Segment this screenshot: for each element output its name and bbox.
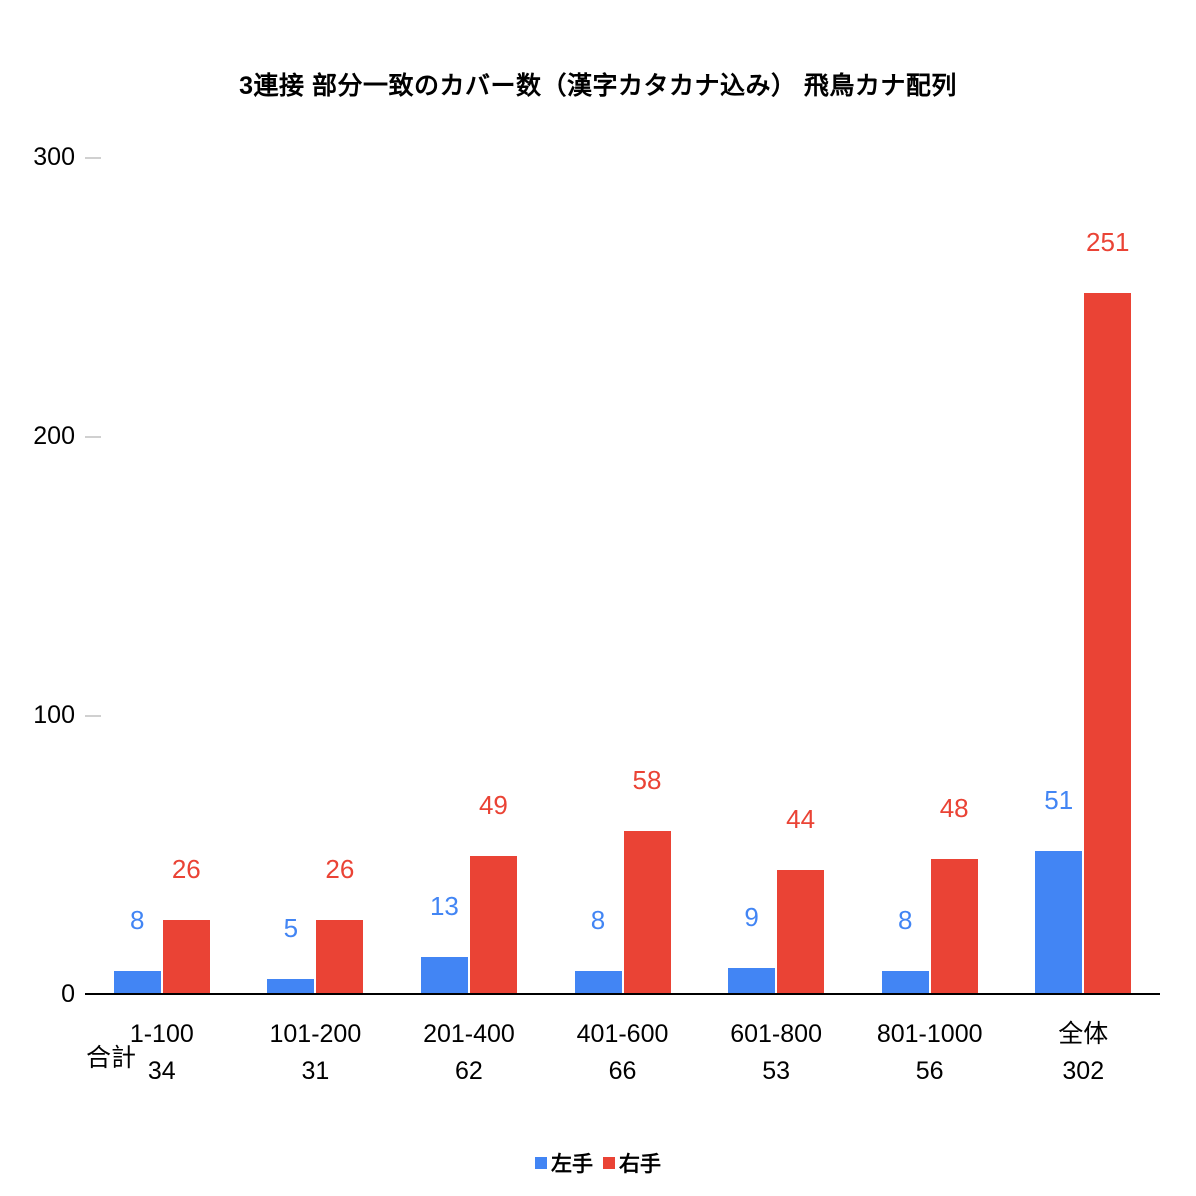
left-hand-bar-column: 5 bbox=[267, 913, 315, 993]
left-hand-bar-column: 8 bbox=[574, 904, 622, 993]
x-axis-category-label: 101-200 bbox=[269, 1020, 362, 1048]
x-axis-cell: 1-100 34 bbox=[85, 1016, 239, 1090]
y-axis-tick-label: 300 bbox=[33, 143, 75, 171]
legend-swatch-icon bbox=[535, 1157, 547, 1169]
bar-group: 8 26 bbox=[85, 158, 239, 993]
left-hand-bar bbox=[728, 967, 776, 993]
x-axis-total-value: 56 bbox=[915, 1057, 944, 1085]
left-hand-bar-column: 13 bbox=[420, 890, 468, 993]
right-hand-bar-column: 58 bbox=[623, 765, 671, 993]
x-axis-cell: 全体 302 bbox=[1006, 1016, 1160, 1090]
x-axis-cell: 601-800 53 bbox=[699, 1016, 853, 1090]
bar-value-label: 9 bbox=[744, 901, 759, 932]
x-axis-total-value: 302 bbox=[1062, 1057, 1105, 1085]
x-axis-cell: 401-600 66 bbox=[546, 1016, 700, 1090]
right-hand-bar bbox=[777, 870, 825, 993]
left-hand-bar bbox=[574, 970, 622, 993]
x-axis-cell: 201-400 62 bbox=[392, 1016, 546, 1090]
left-hand-bar bbox=[113, 970, 161, 993]
x-axis-total-value: 66 bbox=[608, 1057, 637, 1085]
bar-value-label: 26 bbox=[171, 854, 201, 885]
legend-swatch-icon bbox=[603, 1157, 615, 1169]
bar-group: 51 251 bbox=[1006, 158, 1160, 993]
right-hand-bar-column: 48 bbox=[930, 793, 978, 993]
x-axis-cell: 801-1000 56 bbox=[853, 1016, 1007, 1090]
bar-group: 8 58 bbox=[546, 158, 700, 993]
left-hand-bar bbox=[267, 979, 315, 993]
x-axis-row: 1-100 34 101-200 31 201-400 62 401-600 66 601-80… bbox=[85, 1016, 1160, 1090]
x-axis-category-label: 201-400 bbox=[423, 1020, 515, 1048]
left-hand-bar bbox=[1035, 850, 1083, 993]
x-axis-total-value: 31 bbox=[301, 1057, 330, 1085]
left-hand-bar bbox=[881, 970, 929, 993]
left-hand-bar-column: 8 bbox=[881, 904, 929, 993]
y-axis-tick-label: 100 bbox=[33, 701, 75, 729]
bar-value-label: 58 bbox=[632, 765, 662, 796]
y-axis-tick-mark bbox=[85, 715, 101, 717]
legend-item-right-hand: 右手 bbox=[603, 1148, 661, 1178]
bar-value-label: 13 bbox=[429, 890, 459, 921]
x-axis-category-label: 801-1000 bbox=[876, 1020, 983, 1048]
bar-value-label: 51 bbox=[1044, 784, 1074, 815]
right-hand-bar-column: 251 bbox=[1084, 226, 1132, 993]
bar-value-label: 251 bbox=[1086, 226, 1130, 257]
bar-group: 5 26 bbox=[239, 158, 393, 993]
bar-value-label: 8 bbox=[897, 904, 913, 935]
bar-value-label: 8 bbox=[130, 904, 145, 935]
right-hand-bar-column: 44 bbox=[777, 804, 825, 993]
right-hand-bar bbox=[469, 856, 517, 993]
right-hand-bar-column: 49 bbox=[469, 790, 517, 993]
x-axis-category-label: 601-800 bbox=[730, 1020, 822, 1048]
bar-value-label: 49 bbox=[478, 790, 508, 821]
x-axis-total-value: 53 bbox=[762, 1057, 790, 1085]
x-axis-category-label: 401-600 bbox=[576, 1020, 669, 1048]
legend-label: 右手 bbox=[619, 1153, 661, 1176]
bar-value-label: 26 bbox=[325, 854, 355, 885]
right-hand-bar bbox=[316, 920, 364, 993]
y-axis-tick-label: 0 bbox=[61, 980, 75, 1008]
legend-label: 左手 bbox=[551, 1153, 593, 1176]
x-axis-category-label: 全体 bbox=[1058, 1020, 1109, 1048]
bar-group: 13 49 bbox=[392, 158, 546, 993]
x-axis-category-label: 1-100 bbox=[129, 1020, 194, 1048]
right-hand-bar bbox=[1084, 292, 1132, 993]
right-hand-bar bbox=[930, 859, 978, 993]
right-hand-bar-column: 26 bbox=[316, 854, 364, 993]
x-axis-cell: 101-200 31 bbox=[239, 1016, 393, 1090]
bar-value-label: 8 bbox=[590, 904, 606, 935]
legend-item-left-hand: 左手 bbox=[535, 1148, 593, 1178]
bar-value-label: 48 bbox=[939, 793, 969, 824]
left-hand-bar-column: 9 bbox=[728, 901, 776, 993]
left-hand-bar bbox=[420, 956, 468, 993]
x-axis-total-value: 62 bbox=[455, 1057, 483, 1085]
bar-group: 8 48 bbox=[853, 158, 1007, 993]
bar-group: 9 44 bbox=[699, 158, 853, 993]
legend: 左手 右手 bbox=[0, 1148, 1196, 1178]
right-hand-bar bbox=[162, 920, 210, 993]
y-axis-tick-label: 200 bbox=[33, 422, 75, 450]
right-hand-bar bbox=[623, 831, 671, 993]
bar-value-label: 5 bbox=[283, 913, 299, 944]
bar-value-label: 44 bbox=[786, 804, 816, 835]
chart-title: 3連接 部分一致のカバー数（漢字カタカナ込み） 飛鳥カナ配列 bbox=[239, 72, 957, 100]
left-hand-bar-column: 51 bbox=[1035, 784, 1083, 993]
plot-area: 8 26 5 26 13 49 8 58 9 44 8 48 51 251 bbox=[85, 158, 1160, 995]
totals-row-label: 合計 bbox=[86, 1044, 137, 1072]
left-hand-bar-column: 8 bbox=[113, 904, 161, 993]
right-hand-bar-column: 26 bbox=[162, 854, 210, 993]
y-axis-tick-mark bbox=[85, 436, 101, 438]
y-axis-tick-mark bbox=[85, 157, 101, 159]
x-axis-total-value: 34 bbox=[147, 1057, 176, 1085]
